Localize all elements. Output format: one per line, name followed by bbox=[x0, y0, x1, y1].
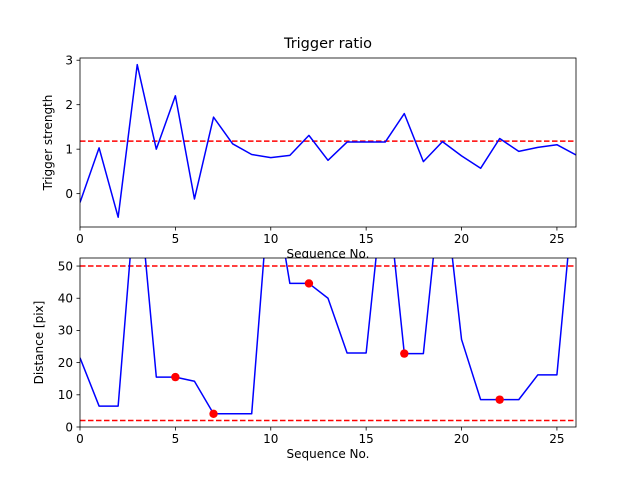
x-tick-label: 5 bbox=[172, 432, 180, 446]
y-tick-label: 2 bbox=[65, 98, 73, 112]
y-tick-label: 0 bbox=[65, 420, 73, 434]
y-tick-label: 40 bbox=[58, 292, 73, 306]
x-tick-label: 10 bbox=[263, 432, 278, 446]
x-tick-label: 0 bbox=[76, 432, 84, 446]
y-axis-label: Trigger strength bbox=[41, 95, 55, 192]
x-tick-label: 20 bbox=[454, 232, 469, 246]
y-tick-label: 20 bbox=[58, 356, 73, 370]
x-tick-label: 0 bbox=[76, 232, 84, 246]
y-tick-label: 30 bbox=[58, 324, 73, 338]
top-chart-trigger-ratio: 0 5 10 15 20 25 0 1 2 3 Sequence No. Trigger streng… bbox=[41, 36, 577, 261]
y-tick-label: 1 bbox=[65, 142, 73, 156]
bottom-axes-background bbox=[80, 258, 576, 427]
plot-area bbox=[80, 258, 576, 422]
y-tick-label: 50 bbox=[58, 259, 73, 273]
axes-frame bbox=[79, 257, 577, 428]
series-line bbox=[80, 258, 569, 415]
y-axis-label: Distance [pix] bbox=[32, 301, 46, 385]
y-tick-label: 3 bbox=[65, 54, 73, 68]
x-tick-label: 25 bbox=[549, 432, 564, 446]
x-tick-label: 5 bbox=[172, 232, 180, 246]
x-axis-label: Sequence No. bbox=[287, 247, 370, 261]
plot-area bbox=[80, 63, 576, 218]
x-axis-label: Sequence No. bbox=[287, 447, 370, 461]
y-tick-label: 10 bbox=[58, 388, 73, 402]
x-tick-label: 25 bbox=[549, 232, 564, 246]
data-point-marker bbox=[171, 372, 180, 382]
x-tick-label: 15 bbox=[359, 232, 374, 246]
y-tick-label: 0 bbox=[65, 187, 73, 201]
x-tick-label: 20 bbox=[454, 432, 469, 446]
axes-frame bbox=[79, 57, 577, 228]
series-line bbox=[80, 63, 576, 218]
chart-title: Trigger ratio bbox=[283, 36, 372, 52]
data-point-marker bbox=[304, 279, 314, 288]
bottom-chart-distance: 0 5 10 15 20 25 0 10 20 30 40 50 Sequence No. Distanc… bbox=[32, 257, 577, 461]
x-tick-label: 10 bbox=[263, 232, 278, 246]
x-tick-label: 15 bbox=[359, 432, 374, 446]
data-point-marker bbox=[400, 349, 409, 358]
data-point-marker bbox=[209, 409, 218, 419]
data-point-marker bbox=[495, 395, 504, 404]
